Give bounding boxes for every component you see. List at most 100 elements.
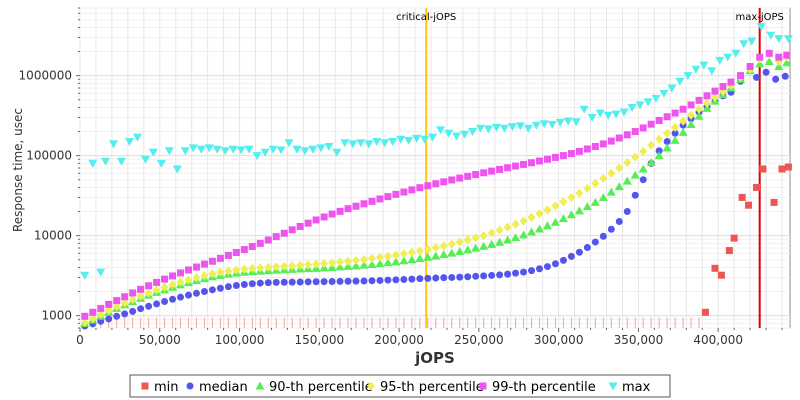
- data-point: [686, 119, 696, 128]
- data-point: [268, 145, 278, 154]
- data-point: [472, 171, 480, 179]
- data-point: [208, 286, 216, 294]
- data-point: [399, 256, 409, 265]
- data-point: [723, 53, 733, 62]
- data-point: [606, 187, 616, 196]
- data-point: [80, 318, 89, 328]
- data-point: [152, 285, 161, 295]
- data-point: [320, 213, 328, 221]
- y-tick-label: 1000000: [19, 69, 72, 83]
- y-tick-label: 100000: [26, 149, 72, 163]
- data-point: [575, 188, 584, 198]
- data-point: [703, 98, 712, 108]
- data-point: [376, 276, 384, 284]
- y-tick-label: 10000: [34, 229, 72, 243]
- data-point: [184, 275, 193, 285]
- data-point: [140, 155, 150, 164]
- data-point: [232, 248, 240, 256]
- legend: min median 90-th percentile 95-th percentil…: [129, 374, 671, 398]
- data-point: [711, 264, 719, 272]
- data-point: [607, 168, 616, 178]
- data-point: [699, 61, 709, 70]
- data-point: [375, 259, 385, 268]
- data-point: [296, 222, 304, 230]
- data-point: [447, 239, 456, 249]
- data-point: [408, 275, 416, 283]
- data-point: [312, 259, 321, 269]
- data-point: [180, 147, 190, 156]
- data-point: [248, 280, 256, 288]
- data-point: [695, 104, 704, 114]
- data-point: [582, 202, 592, 211]
- data-point: [756, 23, 766, 32]
- data-point: [192, 263, 200, 271]
- min-baseline-ticks: [84, 317, 700, 328]
- legend-box: [129, 374, 671, 398]
- data-point: [623, 158, 632, 168]
- data-point: [292, 145, 302, 154]
- data-point: [528, 267, 536, 275]
- data-point: [679, 105, 687, 113]
- data-point: [772, 75, 780, 83]
- marker-label: critical-jOPS: [396, 12, 456, 23]
- data-point: [487, 239, 497, 248]
- data-point: [304, 278, 312, 286]
- data-point: [360, 254, 368, 264]
- data-point: [615, 218, 623, 226]
- data-point: [547, 120, 557, 129]
- data-point: [507, 123, 517, 132]
- data-point: [655, 116, 663, 124]
- data-point: [563, 117, 573, 126]
- data-point: [551, 153, 559, 161]
- data-point: [439, 241, 448, 251]
- data-point: [121, 293, 129, 301]
- x-tick-label: 150,000: [295, 333, 345, 347]
- data-point: [332, 148, 342, 157]
- data-point: [590, 197, 600, 206]
- data-point: [503, 222, 512, 232]
- legend-marker: [479, 382, 487, 390]
- data-point: [607, 137, 615, 145]
- data-point: [471, 233, 480, 243]
- data-point: [128, 294, 137, 304]
- data-point: [539, 120, 549, 129]
- data-point: [483, 125, 493, 134]
- data-point: [137, 305, 145, 313]
- data-point: [324, 142, 334, 151]
- data-point: [520, 268, 528, 276]
- data-point: [495, 225, 504, 235]
- data-point: [635, 101, 645, 110]
- data-point: [691, 65, 701, 74]
- data-point: [471, 243, 481, 252]
- data-point: [455, 246, 465, 255]
- data-point: [280, 278, 288, 286]
- data-point: [440, 274, 448, 282]
- data-point: [264, 279, 272, 287]
- data-point: [228, 145, 238, 154]
- data-point: [535, 209, 544, 219]
- data-point: [615, 134, 623, 142]
- data-point: [630, 170, 640, 179]
- data-point: [575, 248, 583, 256]
- data-point: [360, 277, 368, 285]
- data-point: [304, 219, 312, 227]
- data-point: [288, 278, 296, 286]
- data-point: [184, 291, 192, 299]
- x-tick-label: 0: [76, 333, 84, 347]
- data-point: [456, 174, 464, 182]
- data-point: [121, 310, 129, 318]
- data-point: [543, 205, 552, 215]
- data-point: [256, 263, 265, 273]
- data-point: [599, 232, 607, 240]
- data-point: [244, 145, 254, 154]
- data-point: [694, 111, 704, 120]
- data-point: [129, 307, 137, 315]
- data-point: [399, 249, 408, 259]
- y-axis-title: Response time, usec: [11, 108, 25, 232]
- data-point: [352, 255, 361, 265]
- data-point: [172, 165, 182, 174]
- data-point: [480, 169, 488, 177]
- data-point: [647, 120, 655, 128]
- data-point: [595, 109, 605, 118]
- series-min: [701, 163, 792, 316]
